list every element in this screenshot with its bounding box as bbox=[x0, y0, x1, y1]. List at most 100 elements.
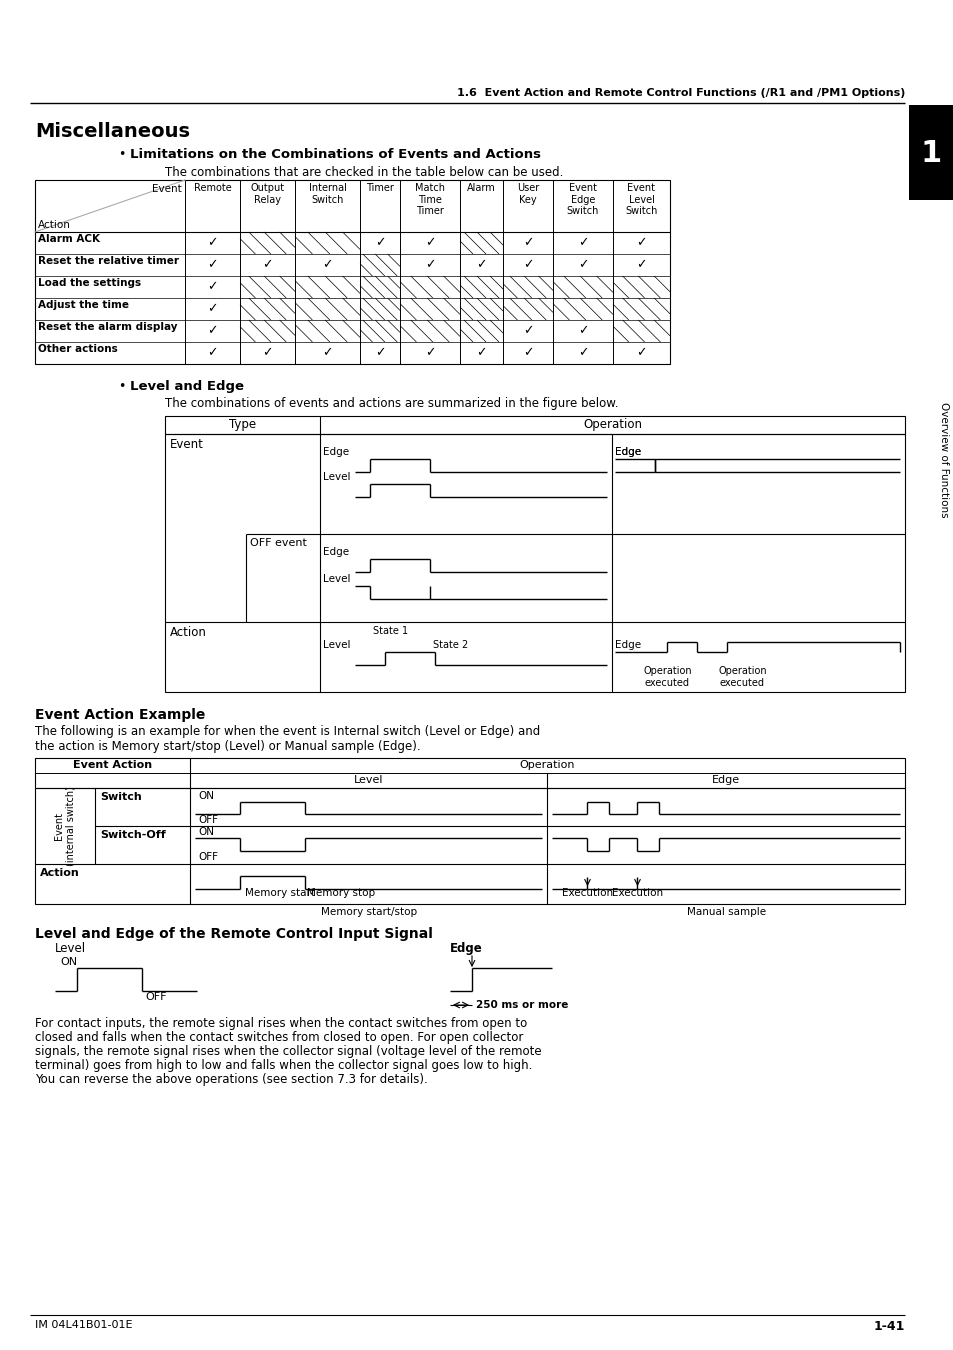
Text: ✓: ✓ bbox=[207, 281, 217, 293]
Text: Other actions: Other actions bbox=[38, 344, 117, 354]
Text: Memory start/stop: Memory start/stop bbox=[320, 907, 416, 917]
Text: 250 ms or more: 250 ms or more bbox=[476, 1000, 568, 1010]
Text: ✓: ✓ bbox=[262, 258, 273, 271]
Text: You can reverse the above operations (see section 7.3 for details).: You can reverse the above operations (se… bbox=[35, 1073, 427, 1085]
Text: Adjust the time: Adjust the time bbox=[38, 300, 129, 310]
Text: ✓: ✓ bbox=[522, 236, 533, 250]
Text: The following is an example for when the event is Internal switch (Level or Edge: The following is an example for when the… bbox=[35, 725, 539, 738]
Text: Event Action: Event Action bbox=[72, 760, 152, 770]
Text: Timer: Timer bbox=[366, 184, 394, 193]
Text: Alarm ACK: Alarm ACK bbox=[38, 234, 100, 244]
Text: ✓: ✓ bbox=[578, 236, 588, 250]
Text: Switch-Off: Switch-Off bbox=[100, 830, 166, 840]
Text: the action is Memory start/stop (Level) or Manual sample (Edge).: the action is Memory start/stop (Level) … bbox=[35, 740, 420, 753]
Text: ✓: ✓ bbox=[424, 236, 435, 250]
Text: Reset the alarm display: Reset the alarm display bbox=[38, 323, 177, 332]
Text: Level: Level bbox=[354, 775, 383, 784]
Text: Action: Action bbox=[38, 220, 71, 230]
Text: Overview of Functions: Overview of Functions bbox=[938, 402, 948, 518]
Text: Action: Action bbox=[170, 626, 207, 639]
Text: ✓: ✓ bbox=[522, 258, 533, 271]
Text: Edge: Edge bbox=[450, 942, 482, 954]
Text: ✓: ✓ bbox=[578, 324, 588, 338]
Text: ✓: ✓ bbox=[476, 347, 486, 359]
Bar bbox=[35, 757, 904, 788]
Text: Event Action Example: Event Action Example bbox=[35, 707, 205, 722]
Text: Operation
executed: Operation executed bbox=[718, 667, 766, 688]
Text: 1.6  Event Action and Remote Control Functions (/R1 and /PM1 Options): 1.6 Event Action and Remote Control Func… bbox=[456, 88, 904, 99]
Text: ✓: ✓ bbox=[424, 347, 435, 359]
Text: Type: Type bbox=[229, 418, 255, 431]
Text: Miscellaneous: Miscellaneous bbox=[35, 122, 190, 140]
Text: ✓: ✓ bbox=[636, 347, 646, 359]
Text: Event: Event bbox=[152, 184, 182, 194]
Text: Remote: Remote bbox=[193, 184, 232, 193]
Text: The combinations that are checked in the table below can be used.: The combinations that are checked in the… bbox=[165, 166, 563, 180]
Text: ON: ON bbox=[198, 791, 213, 801]
Text: ✓: ✓ bbox=[522, 347, 533, 359]
Text: Load the settings: Load the settings bbox=[38, 278, 141, 288]
Text: For contact inputs, the remote signal rises when the contact switches from open : For contact inputs, the remote signal ri… bbox=[35, 1017, 527, 1030]
Text: Output
Relay: Output Relay bbox=[251, 184, 284, 205]
Text: Internal
Switch: Internal Switch bbox=[308, 184, 346, 205]
Text: Level and Edge of the Remote Control Input Signal: Level and Edge of the Remote Control Inp… bbox=[35, 927, 433, 941]
Text: The combinations of events and actions are summarized in the figure below.: The combinations of events and actions a… bbox=[165, 397, 618, 410]
Text: OFF event: OFF event bbox=[250, 539, 306, 548]
Text: Match
Time
Timer: Match Time Timer bbox=[415, 184, 444, 216]
Text: Level: Level bbox=[323, 574, 350, 585]
Text: ✓: ✓ bbox=[207, 347, 217, 359]
Text: Action: Action bbox=[40, 868, 80, 878]
Bar bbox=[165, 416, 904, 433]
Text: ✓: ✓ bbox=[636, 258, 646, 271]
Text: Limitations on the Combinations of Events and Actions: Limitations on the Combinations of Event… bbox=[130, 148, 540, 161]
Text: Edge: Edge bbox=[615, 447, 641, 458]
Text: Memory stop: Memory stop bbox=[307, 888, 375, 898]
Text: OFF: OFF bbox=[145, 992, 167, 1002]
Text: Edge: Edge bbox=[323, 447, 349, 458]
Text: ✓: ✓ bbox=[322, 347, 333, 359]
Text: Level and Edge: Level and Edge bbox=[130, 379, 244, 393]
Text: Event: Event bbox=[170, 437, 204, 451]
Text: OFF: OFF bbox=[198, 852, 218, 863]
Text: Operation: Operation bbox=[519, 760, 575, 770]
Text: State 1: State 1 bbox=[373, 626, 408, 636]
Text: Operation
executed: Operation executed bbox=[642, 667, 691, 688]
Text: Level: Level bbox=[323, 640, 350, 649]
Text: Manual sample: Manual sample bbox=[686, 907, 765, 917]
Bar bbox=[165, 433, 904, 693]
Text: Level: Level bbox=[323, 472, 350, 482]
Text: •: • bbox=[118, 148, 125, 161]
Text: ✓: ✓ bbox=[636, 236, 646, 250]
Text: State 2: State 2 bbox=[433, 640, 468, 649]
Text: ✓: ✓ bbox=[578, 258, 588, 271]
Bar bbox=[908, 105, 953, 200]
Text: Edge: Edge bbox=[712, 775, 740, 784]
Text: Alarm: Alarm bbox=[467, 184, 496, 193]
Text: Edge: Edge bbox=[323, 547, 349, 558]
Text: 1: 1 bbox=[920, 139, 941, 167]
Text: ON: ON bbox=[60, 957, 77, 967]
Text: ✓: ✓ bbox=[322, 258, 333, 271]
Text: terminal) goes from high to low and falls when the collector signal goes low to : terminal) goes from high to low and fall… bbox=[35, 1058, 532, 1072]
Text: 1-41: 1-41 bbox=[873, 1320, 904, 1332]
Text: signals, the remote signal rises when the collector signal (voltage level of the: signals, the remote signal rises when th… bbox=[35, 1045, 541, 1058]
Text: ✓: ✓ bbox=[207, 236, 217, 250]
Text: ✓: ✓ bbox=[207, 302, 217, 316]
Text: ✓: ✓ bbox=[476, 258, 486, 271]
Text: ✓: ✓ bbox=[207, 324, 217, 338]
Text: ✓: ✓ bbox=[424, 258, 435, 271]
Text: •: • bbox=[118, 379, 125, 393]
Text: OFF: OFF bbox=[198, 815, 218, 825]
Text: ✓: ✓ bbox=[262, 347, 273, 359]
Text: ✓: ✓ bbox=[578, 347, 588, 359]
Text: ON: ON bbox=[198, 828, 213, 837]
Text: ✓: ✓ bbox=[375, 236, 385, 250]
Text: Event
(internal switch): Event (internal switch) bbox=[54, 786, 75, 865]
Text: closed and falls when the contact switches from closed to open. For open collect: closed and falls when the contact switch… bbox=[35, 1031, 523, 1044]
Text: Operation: Operation bbox=[582, 418, 641, 431]
Text: Execution: Execution bbox=[561, 888, 613, 898]
Text: Reset the relative timer: Reset the relative timer bbox=[38, 256, 179, 266]
Text: Event
Level
Switch: Event Level Switch bbox=[624, 184, 657, 216]
Text: ✓: ✓ bbox=[522, 324, 533, 338]
Text: User
Key: User Key bbox=[517, 184, 538, 205]
